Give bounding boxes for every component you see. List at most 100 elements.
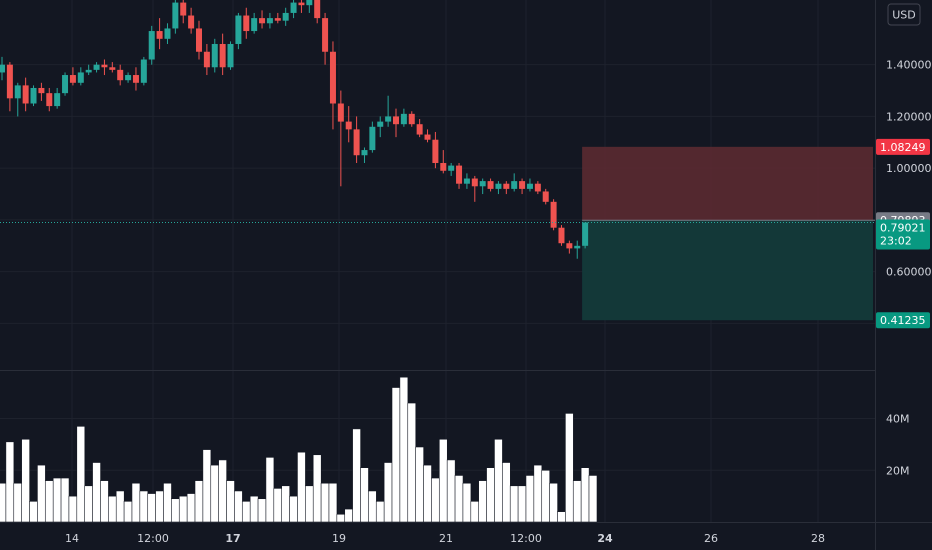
- currency-badge[interactable]: USD: [887, 3, 921, 26]
- candle-body: [0, 64, 5, 73]
- candle-body: [156, 31, 163, 39]
- candle-body: [448, 165, 455, 171]
- volume-bar: [415, 446, 424, 523]
- candle-body: [377, 121, 384, 127]
- volume-bar: [502, 462, 511, 523]
- current-price-label: 0.79021: [880, 222, 926, 235]
- candle-body: [172, 2, 179, 29]
- volume-bar: [541, 469, 551, 523]
- candle-body: [329, 51, 336, 104]
- candle-body: [503, 183, 510, 189]
- volume-bar: [60, 477, 70, 523]
- candle-body: [290, 2, 297, 13]
- volume-bar: [139, 490, 149, 523]
- time-tick-label: 12:00: [137, 532, 169, 545]
- time-tick-label: 17: [225, 532, 240, 545]
- candle-body: [164, 28, 171, 39]
- volume-bar: [249, 495, 259, 523]
- candle-body: [62, 75, 69, 94]
- volume-bar: [210, 464, 220, 523]
- price-axis[interactable]: 1.40000 1.20000 1.00000 0.60000: [886, 59, 932, 279]
- volume-bar: [178, 495, 188, 523]
- volume-bar: [572, 480, 582, 523]
- candle-body: [424, 134, 431, 140]
- candle-body: [440, 163, 447, 171]
- volume-bar: [446, 459, 456, 523]
- candle-body: [235, 15, 242, 44]
- take-profit-zone: [582, 220, 873, 321]
- candle-body: [140, 59, 147, 83]
- volume-bar: [92, 462, 101, 523]
- candle-body: [101, 64, 108, 68]
- volume-bar: [5, 441, 15, 523]
- volume-bar: [13, 482, 23, 523]
- volume-bar: [486, 467, 495, 523]
- candle-body: [306, 0, 313, 6]
- volume-bar: [509, 485, 519, 523]
- stop-loss-price-label-box: [876, 138, 930, 155]
- candle-body: [566, 243, 573, 249]
- candle-body: [93, 64, 100, 70]
- candle-body: [574, 245, 581, 249]
- volume-bar: [265, 457, 275, 523]
- position-zones[interactable]: [582, 146, 873, 321]
- volume-bar: [147, 493, 157, 523]
- candle-body: [266, 18, 273, 24]
- candle-body: [180, 2, 187, 16]
- candle-body: [46, 93, 53, 107]
- candle-body: [416, 124, 423, 135]
- candle-body: [487, 181, 494, 189]
- candle-body: [125, 75, 132, 81]
- volume-bar: [115, 490, 125, 523]
- stop-loss-price-label: 1.08249: [880, 141, 926, 154]
- candle-body: [369, 126, 376, 151]
- time-tick-label: 26: [704, 532, 718, 545]
- candle-body: [550, 201, 557, 228]
- candle-body: [203, 51, 210, 68]
- volume-bar: [44, 480, 54, 523]
- candle-body: [211, 43, 218, 68]
- candle-body: [345, 121, 352, 130]
- price-tick-label: 0.60000: [886, 266, 932, 279]
- candle-body: [526, 183, 533, 189]
- volume-bar: [100, 480, 109, 523]
- volume-tick-label: 20M: [886, 464, 910, 477]
- volume-bar: [320, 482, 330, 523]
- volume-bar: [423, 464, 432, 523]
- volume-bar: [328, 482, 338, 523]
- volume-axis: 40M 20M: [886, 413, 910, 478]
- volume-bar: [549, 482, 558, 523]
- candle-body: [251, 18, 258, 32]
- volume-bar: [494, 438, 503, 523]
- volume-bar: [297, 451, 306, 523]
- candle-body: [38, 87, 45, 94]
- candle-body: [85, 69, 92, 73]
- candle-body: [54, 93, 61, 107]
- candle-body: [400, 113, 407, 125]
- candle-body: [117, 69, 124, 81]
- candle-body: [196, 28, 202, 52]
- candle-body: [77, 72, 84, 83]
- candle-body: [227, 43, 234, 68]
- volume-bar: [312, 454, 322, 523]
- currency-badge-box[interactable]: [887, 3, 921, 26]
- volume-bar: [360, 467, 369, 523]
- volume-bar: [68, 495, 78, 523]
- candle-body: [519, 181, 526, 189]
- volume-bar: [171, 498, 180, 523]
- candle-body: [148, 31, 155, 60]
- volume-bar: [305, 485, 314, 523]
- volume-bar: [368, 490, 377, 523]
- time-tick-label: 24: [597, 532, 613, 545]
- volume-bar: [37, 464, 46, 523]
- volume-bar: [533, 464, 543, 523]
- candle-body: [219, 43, 226, 68]
- candle-body: [188, 15, 195, 29]
- volume-bar: [454, 475, 464, 523]
- time-axis[interactable]: 14 12:00 17 19 21 12:00 24 26 28: [65, 532, 825, 545]
- candles: [0, 0, 589, 259]
- candle-body: [385, 116, 392, 122]
